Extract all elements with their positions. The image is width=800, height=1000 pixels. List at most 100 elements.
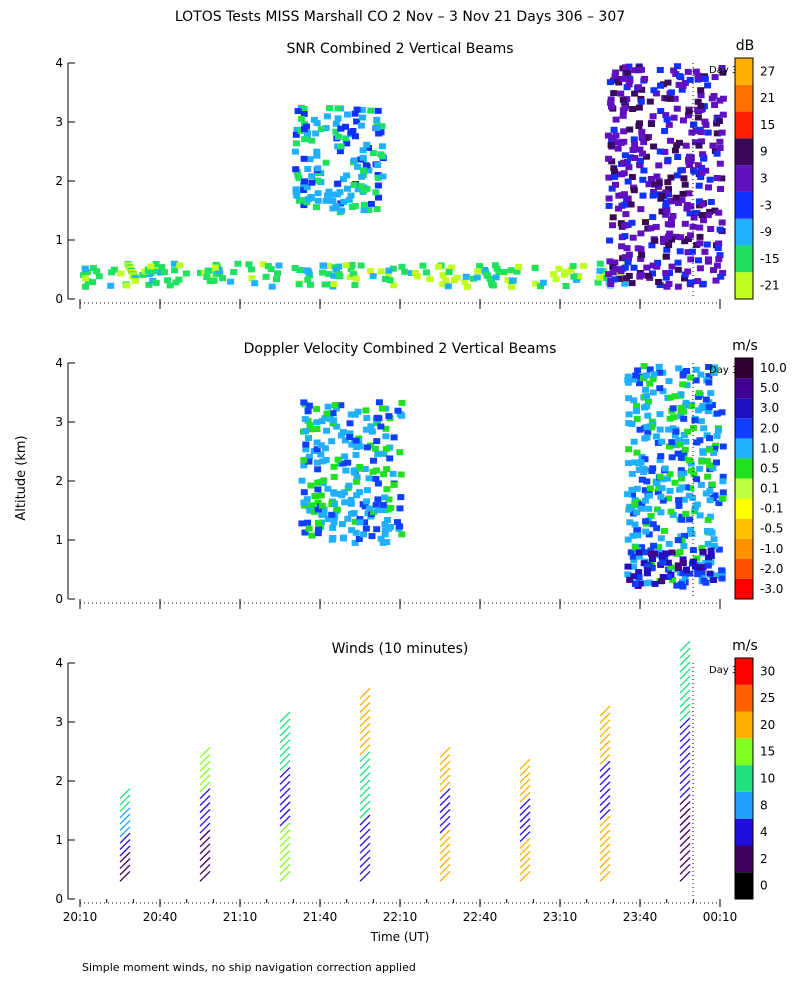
heatmap-cell [653,263,661,270]
heatmap-cell [323,113,331,120]
heatmap-cell [707,226,715,232]
wind-barb [599,857,611,868]
heatmap-cell [697,174,705,180]
wind-barb [599,870,611,882]
wind-barb [359,821,371,833]
heatmap-cell [694,393,702,400]
heatmap-cell [326,105,333,112]
heatmap-cell [367,107,375,114]
heatmap-cell [675,565,682,572]
heatmap-cell [639,192,647,199]
heatmap-cell [704,528,711,534]
heatmap-cell [650,371,658,378]
heatmap-cell [679,556,687,563]
heatmap-cell [652,223,660,230]
heatmap-cell [355,536,363,542]
heatmap-cell [219,275,226,282]
day-label: Day 3 [709,665,738,676]
wind-barb [279,760,291,771]
x-axis-label: Time (UT) [370,930,430,944]
heatmap-cell [81,266,89,272]
wind-barb [119,832,131,844]
heatmap-cell [300,182,307,188]
wind-barb [119,839,131,850]
heatmap-cell [300,106,308,112]
heatmap-cell [230,269,238,275]
heatmap-cell [626,576,634,583]
heatmap-cell [627,154,635,161]
heatmap-cell [665,121,673,128]
heatmap-cell [629,147,637,153]
heatmap-cell [368,428,376,435]
heatmap-cell [495,268,503,275]
heatmap-cell [656,473,664,480]
colorbar-label: -9 [760,225,772,239]
heatmap-cell [396,505,404,512]
heatmap-cell [701,118,709,125]
heatmap-cell [646,98,654,105]
heatmap-cell [367,423,375,430]
heatmap-cell [352,529,360,536]
colorbar-swatch [735,272,753,299]
heatmap-cell [636,380,643,387]
heatmap-cell [211,264,219,271]
heatmap-cell [716,145,724,151]
heatmap-cell [679,381,687,388]
wind-barb [599,753,611,765]
heatmap-cell [691,508,699,515]
heatmap-cell [682,510,690,517]
heatmap-cell [594,279,602,286]
heatmap-cell [660,527,668,534]
heatmap-cell [398,263,406,270]
x-tick-label: 23:40 [623,910,658,924]
heatmap-cell [710,369,718,376]
wind-barb [519,844,531,856]
heatmap-cell [664,221,672,228]
heatmap-cell [333,205,341,211]
heatmap-cell [319,269,327,276]
heatmap-cell [687,203,695,210]
heatmap-cell [647,547,655,554]
heatmap-cell [329,197,337,204]
heatmap-cell [666,270,673,276]
heatmap-cell [671,432,679,439]
wind-barb [119,788,131,800]
heatmap-cell [374,174,382,181]
heatmap-cell [383,486,391,493]
heatmap-cell [633,408,640,415]
heatmap-cell [642,549,650,556]
heatmap-cell [646,380,654,387]
heatmap-cell [337,125,345,132]
wind-barb [519,778,531,790]
wind-barb [359,730,371,742]
x-tick-label: 00:10 [703,910,738,924]
heatmap-cell [330,463,338,470]
heatmap-cell [638,252,646,258]
heatmap-cell [304,276,312,283]
x-tick-label: 23:10 [543,910,578,924]
heatmap-cell [368,533,376,540]
colorbar-frame [734,657,754,900]
heatmap-cell [675,200,682,206]
wind-barb [679,849,691,861]
heatmap-cell [439,272,447,279]
heatmap-cell [611,73,619,80]
heatmap-cell [633,485,641,492]
wind-barb [119,807,131,819]
heatmap-cell [383,539,391,546]
heatmap-cell [377,535,385,542]
heatmap-cell [336,148,344,155]
colorbar-label: 21 [760,91,775,105]
heatmap-cell [491,262,499,269]
heatmap-cell [203,274,211,280]
wind-barb [519,798,531,810]
heatmap-cell [301,529,309,536]
heatmap-cell [649,214,657,221]
heatmap-cell [718,175,726,182]
heatmap-cell [610,126,618,133]
wind-barb [439,753,451,765]
heatmap-cell [635,569,643,576]
heatmap-cell [693,555,701,562]
wind-barb [279,780,291,792]
wind-barb [519,818,531,829]
